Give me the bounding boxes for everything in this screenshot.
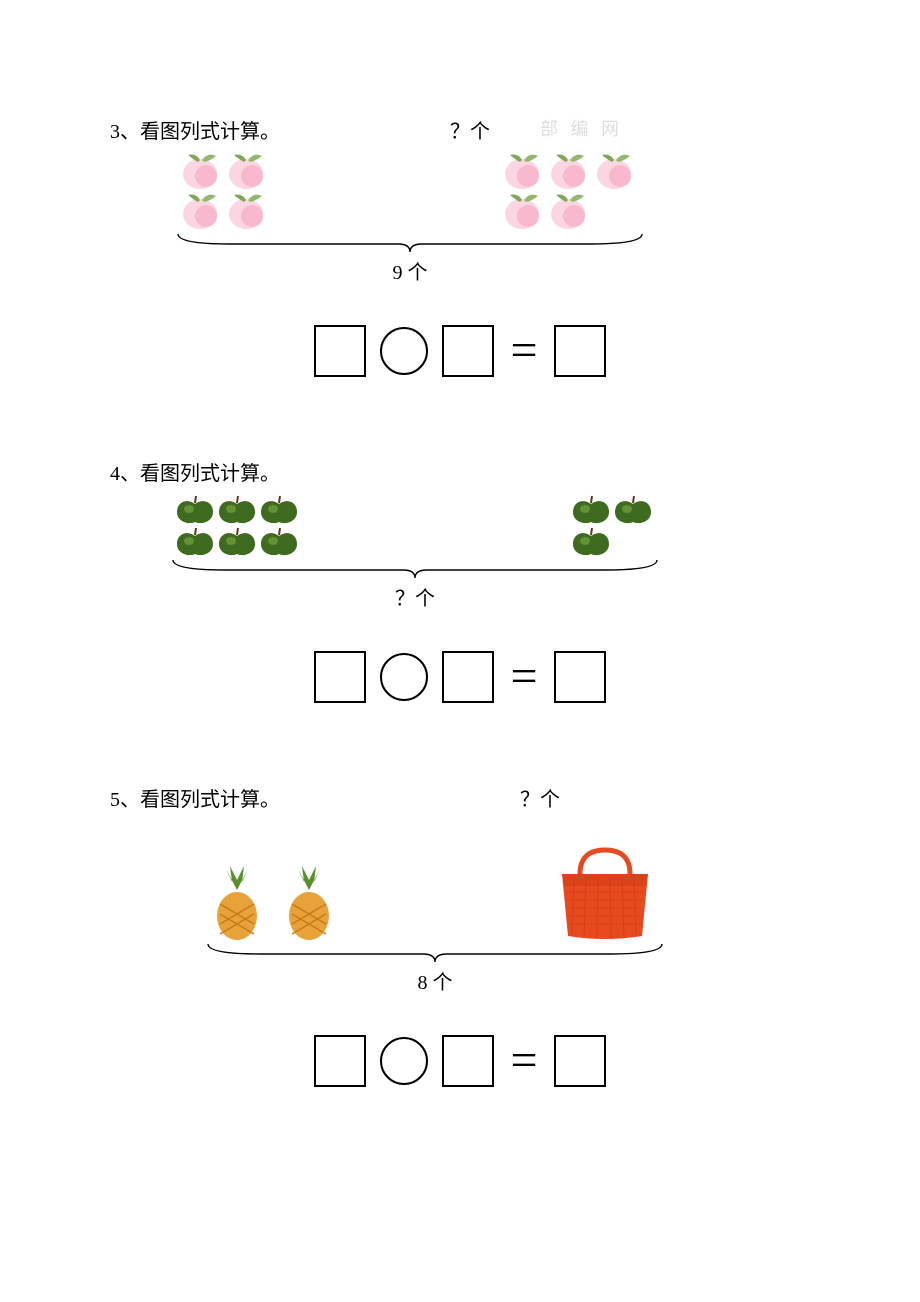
- pineapple-icon: [210, 864, 264, 942]
- problem-5-diagram: 8 个: [200, 842, 670, 995]
- peach-icon: [546, 150, 594, 192]
- peach-icon: [178, 150, 226, 192]
- problem-3-title: 3、看图列式计算。: [110, 115, 280, 144]
- apple-icon: [173, 492, 217, 526]
- equation-operand-box[interactable]: [442, 1035, 494, 1087]
- apple-icon: [257, 492, 301, 526]
- peach-icon: [500, 150, 548, 192]
- apple-icon: [215, 492, 259, 526]
- problem-3-number: 3、: [110, 121, 140, 143]
- problem-4-header: 4、看图列式计算。: [110, 457, 810, 486]
- equation-operand-box[interactable]: [442, 651, 494, 703]
- equation-operand-box[interactable]: [314, 1035, 366, 1087]
- problem-4-diagram: ？个: [165, 494, 665, 611]
- pineapple-group-left: [210, 864, 336, 942]
- worksheet-page: 3、看图列式计算。 ？个 部 编 网: [0, 0, 920, 1227]
- pineapple-icon: [282, 864, 336, 942]
- peach-icon: [592, 150, 640, 192]
- problem-5-total: 8 个: [200, 966, 670, 995]
- problem-5-header: 5、看图列式计算。 ？个: [110, 783, 810, 812]
- equation-result-box[interactable]: [554, 651, 606, 703]
- problem-5-instruction: 看图列式计算。: [140, 789, 280, 811]
- problem-5-number: 5、: [110, 789, 140, 811]
- peach-group-right: [502, 152, 640, 232]
- problem-3-diagram: 9 个: [170, 152, 650, 285]
- problem-4: 4、看图列式计算。: [110, 457, 810, 703]
- problem-4-number: 4、: [110, 463, 140, 485]
- apple-icon: [173, 524, 217, 558]
- peach-icon: [546, 190, 594, 232]
- equation-operator-circle[interactable]: [380, 327, 428, 375]
- bag-icon: [550, 842, 660, 942]
- peach-icon: [178, 190, 226, 232]
- equation-operator-circle[interactable]: [380, 653, 428, 701]
- peach-icon: [224, 190, 272, 232]
- equals-sign: =: [508, 1037, 539, 1085]
- apple-icon: [569, 492, 613, 526]
- problem-3-instruction: 看图列式计算。: [140, 121, 280, 143]
- brace-icon: [165, 558, 665, 580]
- problem-3-equation: =: [110, 325, 810, 377]
- problem-3-question-label: ？个: [450, 115, 490, 144]
- equation-result-box[interactable]: [554, 1035, 606, 1087]
- problem-5-title: 5、看图列式计算。: [110, 783, 280, 812]
- equals-sign: =: [508, 653, 539, 701]
- brace-icon: [170, 232, 650, 254]
- peach-group-left: [180, 152, 272, 232]
- problem-5: 5、看图列式计算。 ？个: [110, 783, 810, 1087]
- problem-4-title: 4、看图列式计算。: [110, 457, 280, 486]
- brace-icon: [200, 942, 670, 964]
- problem-4-question-label: ？个: [165, 582, 665, 611]
- apple-icon: [257, 524, 301, 558]
- watermark-text: 部 编 网: [540, 115, 623, 141]
- equation-operand-box[interactable]: [314, 651, 366, 703]
- problem-3: 3、看图列式计算。 ？个 部 编 网: [110, 115, 810, 377]
- equation-result-box[interactable]: [554, 325, 606, 377]
- apple-group-left: [175, 494, 301, 558]
- problem-3-header: 3、看图列式计算。 ？个 部 编 网: [110, 115, 810, 144]
- problem-5-equation: =: [110, 1035, 810, 1087]
- apple-icon: [611, 492, 655, 526]
- problem-5-question-label: ？个: [520, 783, 560, 812]
- equation-operator-circle[interactable]: [380, 1037, 428, 1085]
- equation-operand-box[interactable]: [314, 325, 366, 377]
- problem-3-total: 9 个: [170, 256, 650, 285]
- apple-icon: [215, 524, 259, 558]
- peach-icon: [224, 150, 272, 192]
- equals-sign: =: [508, 327, 539, 375]
- problem-4-instruction: 看图列式计算。: [140, 463, 280, 485]
- apple-icon: [569, 524, 613, 558]
- peach-icon: [500, 190, 548, 232]
- problem-4-equation: =: [110, 651, 810, 703]
- apple-group-right: [571, 494, 655, 558]
- equation-operand-box[interactable]: [442, 325, 494, 377]
